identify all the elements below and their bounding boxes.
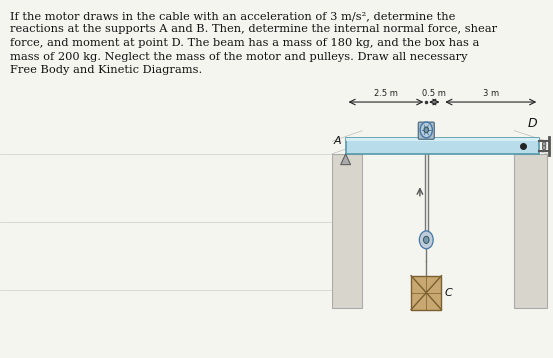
Circle shape <box>542 142 546 146</box>
Text: 3 m: 3 m <box>483 89 499 98</box>
Bar <box>332 154 362 308</box>
Circle shape <box>542 145 546 150</box>
Text: 2.5 m: 2.5 m <box>374 89 398 98</box>
Polygon shape <box>341 154 351 165</box>
Circle shape <box>419 231 433 249</box>
FancyBboxPatch shape <box>418 122 434 139</box>
Text: D: D <box>527 117 537 130</box>
Circle shape <box>424 236 429 243</box>
Circle shape <box>424 127 429 133</box>
Circle shape <box>420 122 432 138</box>
Text: C: C <box>445 288 452 297</box>
Bar <box>411 276 441 310</box>
Text: A: A <box>334 136 342 145</box>
Bar <box>346 138 539 141</box>
Bar <box>346 138 539 154</box>
Text: If the motor draws in the cable with an acceleration of 3 m/s², determine the
re: If the motor draws in the cable with an … <box>11 11 497 75</box>
Bar <box>514 154 547 308</box>
Text: 0.5 m: 0.5 m <box>422 89 446 98</box>
